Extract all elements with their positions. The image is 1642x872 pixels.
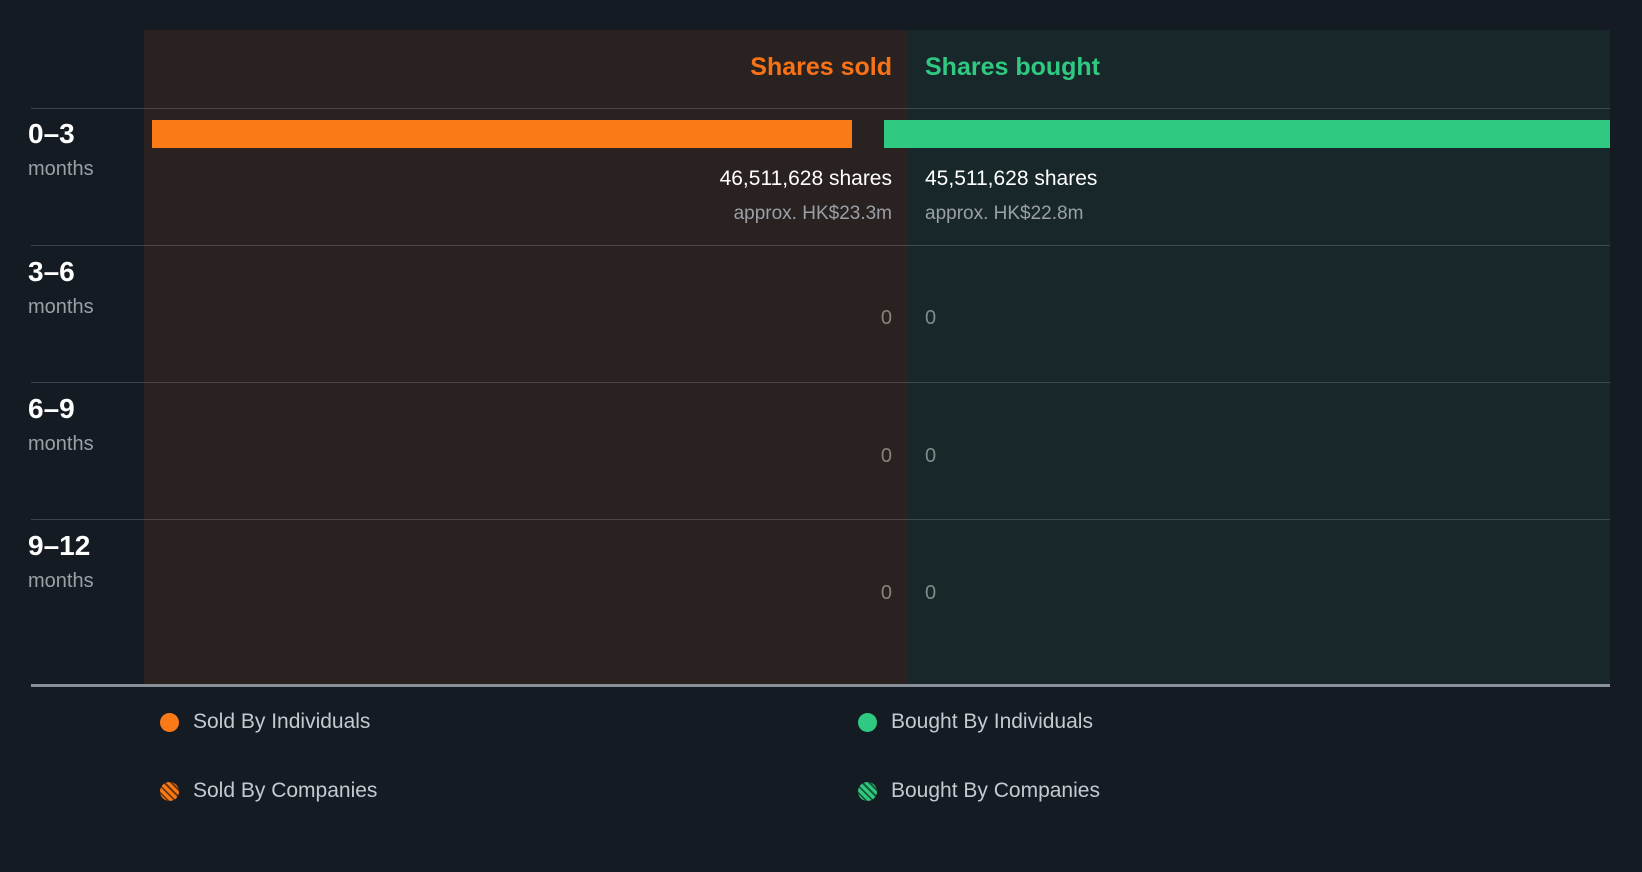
row-separator-3 bbox=[31, 519, 1610, 520]
legend-label: Bought By Individuals bbox=[891, 710, 1093, 733]
circle-striped-icon bbox=[160, 781, 179, 801]
legend-label: Sold By Companies bbox=[193, 779, 378, 802]
row-unit-label: months bbox=[28, 296, 94, 318]
value-sold-0-3-months: 46,511,628 shares approx. HK$23.3m bbox=[144, 166, 892, 226]
legend-item-bought-by-individuals[interactable]: Bought By Individuals bbox=[858, 710, 1093, 734]
value-bought-9-12-months: 0 bbox=[925, 582, 937, 604]
row-label-9-12-months: 9–12 months bbox=[28, 530, 138, 594]
row-separator-top bbox=[31, 108, 1610, 109]
legend-item-sold-by-companies[interactable]: Sold By Companies bbox=[160, 779, 377, 803]
row-range-label: 6–9 bbox=[28, 393, 75, 424]
value-sold-approx: approx. HK$23.3m bbox=[733, 203, 892, 224]
value-sold-9-12-months: 0 bbox=[880, 582, 892, 604]
value-bought-shares: 45,511,628 shares bbox=[925, 167, 1098, 190]
circle-solid-icon bbox=[858, 712, 877, 732]
value-bought-3-6-months: 0 bbox=[925, 307, 937, 329]
row-unit-label: months bbox=[28, 570, 94, 592]
column-header-shares-bought: Shares bought bbox=[925, 53, 1101, 81]
legend-item-bought-by-companies[interactable]: Bought By Companies bbox=[858, 779, 1100, 803]
row-label-6-9-months: 6–9 months bbox=[28, 393, 138, 457]
row-range-label: 9–12 bbox=[28, 530, 91, 561]
row-range-label: 0–3 bbox=[28, 118, 75, 149]
value-sold-6-9-months: 0 bbox=[880, 445, 892, 467]
value-bought-0-3-months: 45,511,628 shares approx. HK$22.8m bbox=[925, 166, 1097, 226]
bar-sold-0-3-months[interactable] bbox=[152, 120, 852, 148]
row-range-label: 3–6 bbox=[28, 256, 75, 287]
circle-striped-icon bbox=[858, 781, 877, 801]
legend-label: Bought By Companies bbox=[891, 779, 1100, 802]
value-bought-6-9-months: 0 bbox=[925, 445, 937, 467]
value-sold-3-6-months: 0 bbox=[880, 307, 892, 329]
value-sold-shares: 46,511,628 shares bbox=[719, 167, 892, 190]
value-bought-approx: approx. HK$22.8m bbox=[925, 203, 1084, 224]
column-header-shares-sold: Shares sold bbox=[750, 53, 892, 81]
row-separator-2 bbox=[31, 382, 1610, 383]
row-unit-label: months bbox=[28, 433, 94, 455]
row-label-3-6-months: 3–6 months bbox=[28, 256, 138, 320]
row-unit-label: months bbox=[28, 158, 94, 180]
legend-label: Sold By Individuals bbox=[193, 710, 371, 733]
bar-bought-0-3-months[interactable] bbox=[884, 120, 1610, 148]
row-separator-1 bbox=[31, 245, 1610, 246]
chart-axis-line bbox=[31, 684, 1610, 687]
row-label-0-3-months: 0–3 months bbox=[28, 118, 138, 182]
legend-item-sold-by-individuals[interactable]: Sold By Individuals bbox=[160, 710, 370, 734]
circle-solid-icon bbox=[160, 712, 179, 732]
